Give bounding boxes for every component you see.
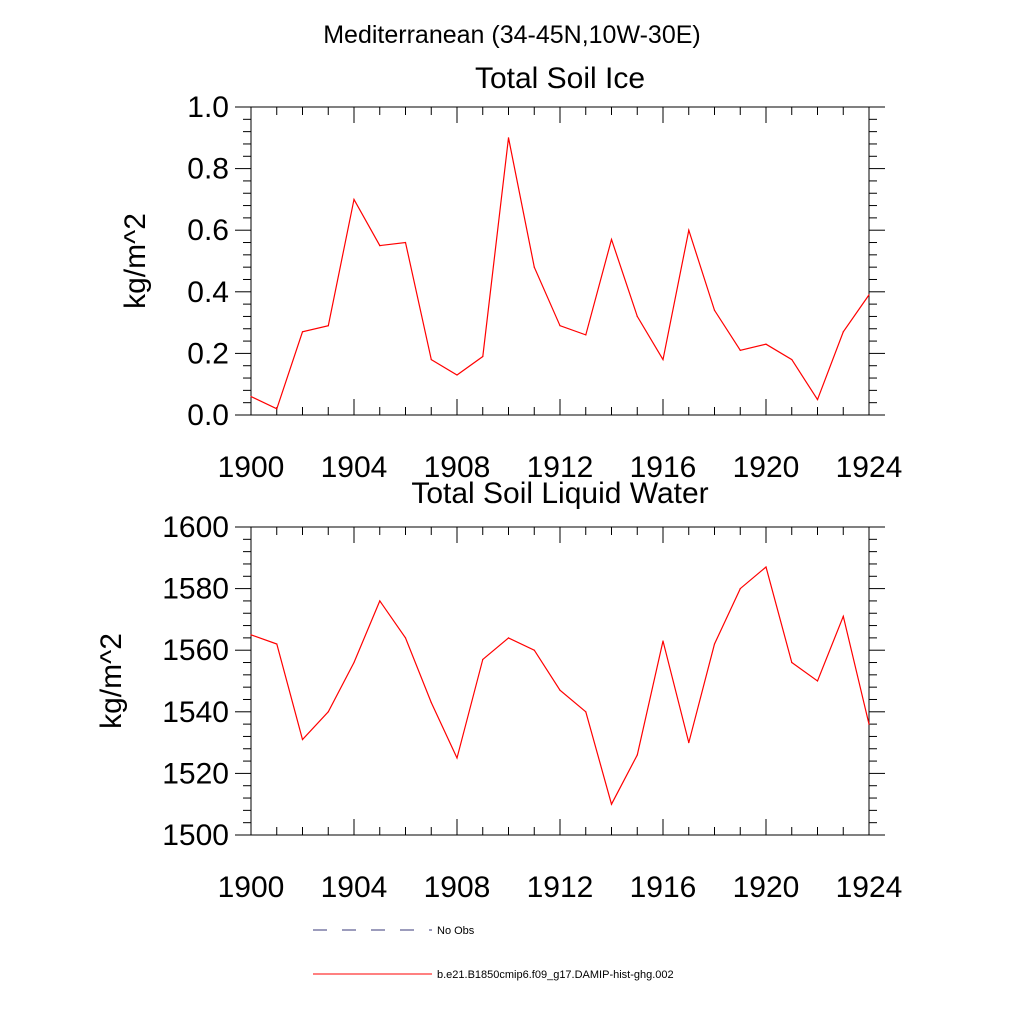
series-line <box>250 565 870 806</box>
data-point <box>456 374 458 376</box>
data-point <box>688 229 690 231</box>
x-tick-label: 1904 <box>321 871 388 904</box>
x-tick-label: 1900 <box>218 451 285 484</box>
y-tick-label: 0.4 <box>187 276 229 309</box>
panel-total-soil-ice: Total Soil Ice 1900 1904 1908 1912 1916 1920 19… <box>119 62 902 484</box>
data-point <box>404 241 407 244</box>
data-point <box>610 803 613 805</box>
x-tick-label: 1908 <box>424 871 491 904</box>
y-tick-label: 1520 <box>162 757 229 790</box>
legend-label-model: b.e21.B1850cmip6.f09_g17.DAMIP-hist-ghg.… <box>437 969 674 981</box>
y-tick-label: 0.0 <box>187 399 229 432</box>
data-point <box>533 266 535 268</box>
data-point <box>482 355 484 358</box>
data-point <box>842 615 844 617</box>
data-point <box>353 661 355 664</box>
y-tick-label: 0.2 <box>187 337 229 370</box>
y-tick-label: 1560 <box>162 634 229 667</box>
data-point <box>868 723 870 725</box>
data-point <box>482 658 484 661</box>
data-point <box>456 757 458 759</box>
data-point <box>816 399 819 401</box>
legend-label-no-obs: No Obs <box>437 925 475 937</box>
x-tick-label: 1920 <box>733 451 800 484</box>
y-axis-label: kg/m^2 <box>119 213 152 309</box>
data-point <box>816 680 819 682</box>
data-point <box>713 309 716 311</box>
data-point <box>713 643 716 645</box>
x-tick-label: 1908 <box>424 451 491 484</box>
data-point <box>585 334 587 336</box>
y-tick-label: 0.6 <box>187 214 229 247</box>
data-point <box>430 701 432 704</box>
legend: No Obs b.e21.B1850cmip6.f09_g17.DAMIP-hi… <box>313 925 674 981</box>
data-point <box>791 358 793 361</box>
data-point <box>765 566 767 568</box>
x-tick-label: 1920 <box>733 871 800 904</box>
x-tick-label: 1912 <box>527 451 594 484</box>
data-point <box>688 742 690 744</box>
data-point <box>404 637 407 639</box>
x-tick-label: 1912 <box>527 871 594 904</box>
panel-title: Total Soil Ice <box>475 62 645 95</box>
x-tick-label: 1924 <box>836 871 903 904</box>
plot-frame <box>250 106 870 416</box>
data-point <box>327 711 329 713</box>
panel-title: Total Soil Liquid Water <box>411 477 708 510</box>
y-tick-label: 1580 <box>162 573 229 606</box>
x-tick-label: 1916 <box>630 451 697 484</box>
x-tick-label: 1904 <box>321 451 388 484</box>
series-line <box>250 137 870 410</box>
data-point <box>559 325 561 327</box>
data-point <box>791 661 793 664</box>
x-tick-label: 1924 <box>836 451 903 484</box>
y-tick-label: 1600 <box>162 511 229 544</box>
data-point <box>276 408 278 410</box>
data-point <box>533 649 535 651</box>
data-point <box>276 643 278 645</box>
data-point <box>585 711 587 713</box>
data-point <box>353 198 355 200</box>
data-point <box>379 600 381 602</box>
y-axis-label: kg/m^2 <box>95 633 128 729</box>
x-tick-label: 1916 <box>630 871 697 904</box>
data-point <box>842 331 844 333</box>
data-point <box>301 738 304 741</box>
data-point <box>662 640 664 642</box>
data-point <box>430 358 432 361</box>
suptitle: Mediterranean (34-45N,10W-30E) <box>323 21 701 49</box>
data-point <box>250 395 252 398</box>
y-tick-label: 1.0 <box>187 91 229 124</box>
y-tick-label: 1540 <box>162 696 229 729</box>
data-point <box>301 331 304 333</box>
data-point <box>507 637 510 639</box>
data-point <box>559 689 561 691</box>
data-point <box>739 588 741 590</box>
data-point <box>662 358 664 361</box>
data-point <box>868 294 870 296</box>
data-point <box>636 315 638 318</box>
y-tick-label: 1500 <box>162 819 229 852</box>
data-point <box>250 634 252 636</box>
data-point <box>610 238 613 241</box>
data-point <box>379 245 381 247</box>
data-point <box>327 325 329 327</box>
data-point <box>765 343 767 345</box>
data-point <box>636 754 638 756</box>
panel-total-soil-liquid-water: Total Soil Liquid Water 1900 1904 1908 1912 1… <box>95 477 902 904</box>
data-point <box>739 349 741 351</box>
y-tick-label: 0.8 <box>187 153 229 186</box>
data-point <box>507 137 510 139</box>
x-tick-label: 1900 <box>218 871 285 904</box>
